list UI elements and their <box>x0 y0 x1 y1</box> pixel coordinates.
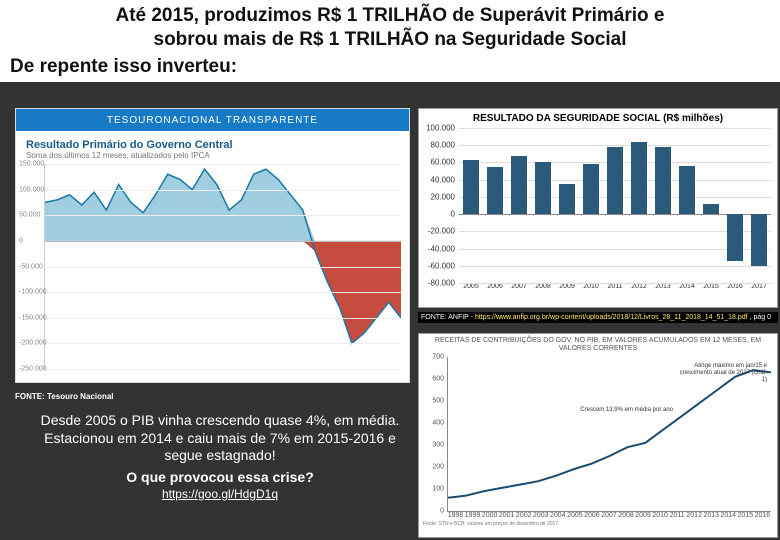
chart-c-title: RECEITAS DE CONTRIBUIÇÕES DO GOV. NO PIB… <box>419 334 777 355</box>
source-b-suffix: , pág 0 <box>750 314 771 321</box>
chart-a-title: Resultado Primário do Governo Central <box>16 131 409 151</box>
text-question: O que provocou essa crise? <box>30 469 410 485</box>
bar <box>487 167 504 214</box>
bar <box>535 162 552 214</box>
chart-contributions: RECEITAS DE CONTRIBUIÇÕES DO GOV. NO PIB… <box>418 333 778 538</box>
bar <box>607 147 624 214</box>
chart-b-title: RESULTADO DA SEGURIDADE SOCIAL (R$ milhõ… <box>419 109 777 126</box>
chart-b-xaxis: 2005200620072008200920102011201220132014… <box>459 283 771 290</box>
chart-c-annot-2: Atinge máximo em jan/15 e crescimento at… <box>677 363 767 383</box>
text-block: Desde 2005 o PIB vinha crescendo quase 4… <box>30 412 410 503</box>
bar <box>751 214 768 266</box>
chart-b-plot: 100.00080.00060.00040.00020.0000-20.000-… <box>459 128 771 283</box>
chart-primary-result: TESOURONACIONAL TRANSPARENTE Resultado P… <box>15 108 410 383</box>
text-body: Desde 2005 o PIB vinha crescendo quase 4… <box>30 412 410 465</box>
title-line-2: sobrou mais de R$ 1 TRILHÃO na Seguridad… <box>154 29 627 50</box>
bar <box>727 214 744 261</box>
text-link[interactable]: https://goo.gl/HdgD1q <box>162 487 278 501</box>
bar <box>703 204 720 214</box>
chart-a-subtitle: Soma dos últimos 12 meses, atualizados p… <box>16 151 409 164</box>
source-chart-b: FONTE: ANFIP - https://www.anfip.org.br/… <box>418 312 778 323</box>
source-b-link[interactable]: https://www.anfip.org.br/wp-content/uplo… <box>475 314 748 321</box>
bar <box>631 142 648 214</box>
bar <box>583 164 600 214</box>
main-title: Até 2015, produzimos R$ 1 TRILHÃO de Sup… <box>0 0 780 54</box>
source-b-label: FONTE: ANFIP - <box>421 314 475 321</box>
subtitle: De repente isso inverteu: <box>0 54 780 82</box>
bar <box>559 184 576 214</box>
chart-a-brand: TESOURONACIONAL TRANSPARENTE <box>16 109 409 131</box>
chart-a-plot: 150.000100.00050.0000-50.000-100.000-150… <box>44 164 401 369</box>
chart-social-security: RESULTADO DA SEGURIDADE SOCIAL (R$ milhõ… <box>418 108 778 308</box>
bar <box>655 147 672 214</box>
title-line-1: Até 2015, produzimos R$ 1 TRILHÃO de Sup… <box>115 5 664 26</box>
bar <box>511 156 528 215</box>
chart-c-plot: Crescem 13,9% em média por ano Atinge má… <box>447 357 771 512</box>
bar <box>679 166 696 214</box>
chart-c-xaxis: 1998199920002001200220032004200520062007… <box>447 512 771 519</box>
chart-c-annot-1: Crescem 13,9% em média por ano <box>580 407 673 414</box>
bar <box>463 160 480 214</box>
source-chart-a: FONTE: Tesouro Nacional <box>15 392 114 401</box>
chart-c-footer: Fonte: STN e BCB; valores em preços de d… <box>419 519 777 529</box>
